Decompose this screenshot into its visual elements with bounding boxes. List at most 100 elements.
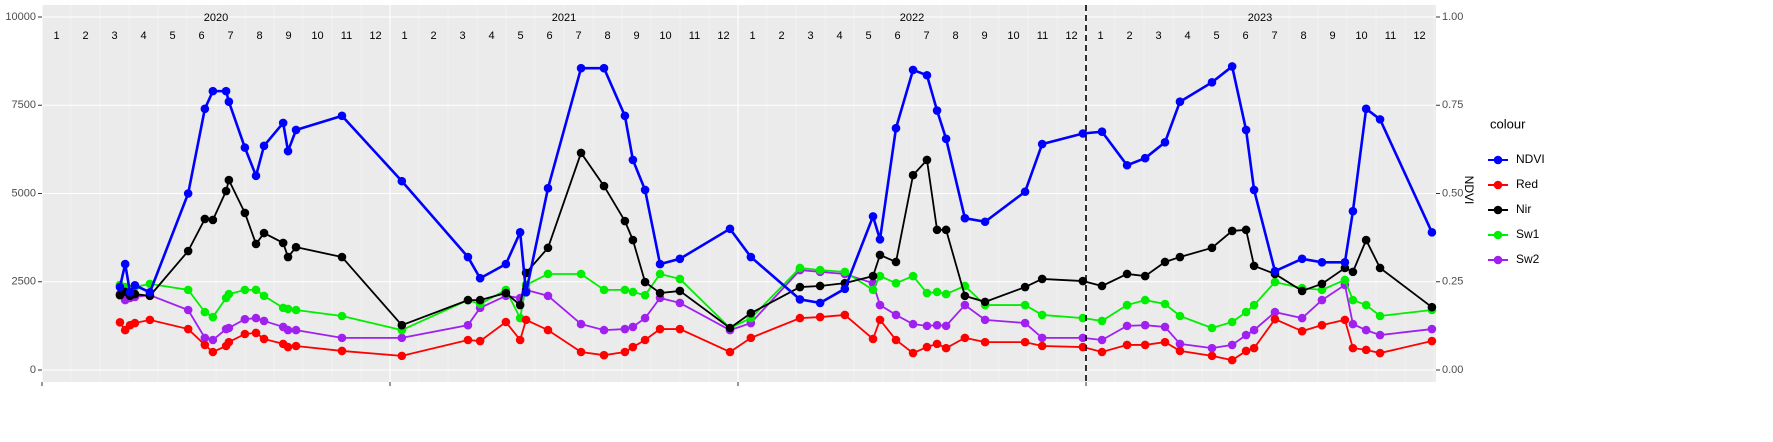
point [908, 319, 918, 329]
point [1078, 129, 1088, 138]
point [908, 170, 918, 180]
point [599, 181, 609, 191]
point [283, 325, 293, 335]
point [628, 235, 638, 245]
point [337, 346, 347, 356]
point [815, 312, 825, 322]
point [543, 243, 553, 253]
point [980, 297, 990, 307]
point [620, 285, 630, 295]
month-label: 9 [981, 30, 987, 42]
point [397, 333, 407, 343]
month-label: 7 [923, 30, 929, 42]
point [291, 325, 301, 335]
point [1207, 343, 1217, 353]
point [183, 246, 193, 256]
point [815, 281, 825, 291]
month-label: 4 [488, 30, 494, 42]
point [1097, 347, 1107, 357]
point [868, 285, 878, 295]
point [675, 286, 685, 296]
point [620, 111, 630, 121]
point [1097, 335, 1107, 345]
y-tick-label: 5000 [12, 187, 36, 199]
point [251, 239, 261, 249]
point [1037, 274, 1047, 284]
point [599, 350, 609, 360]
point [628, 155, 638, 165]
point [891, 278, 901, 288]
point [1122, 269, 1132, 279]
point [543, 269, 553, 279]
point [1348, 295, 1358, 305]
month-label: 1 [53, 30, 59, 42]
month-label: 8 [604, 30, 610, 42]
point [891, 123, 901, 133]
month-label: 4 [140, 30, 146, 42]
year-label: 2020 [204, 12, 228, 24]
month-label: 10 [1355, 30, 1367, 42]
point [1160, 337, 1170, 347]
point [576, 347, 586, 357]
point [145, 315, 155, 325]
point [1241, 346, 1251, 356]
legend-dot [1493, 230, 1503, 240]
point [932, 320, 942, 330]
point [1122, 160, 1132, 170]
point [599, 325, 609, 335]
point [115, 318, 125, 327]
month-label: 6 [1242, 30, 1248, 42]
point [1020, 187, 1030, 197]
point [1207, 351, 1217, 361]
month-label: 5 [169, 30, 175, 42]
point [875, 300, 885, 310]
point [1375, 311, 1385, 321]
point [224, 337, 234, 347]
point [960, 213, 970, 223]
point [576, 269, 586, 279]
point [655, 324, 665, 334]
month-label: 1 [401, 30, 407, 42]
point [130, 318, 140, 328]
point [1140, 295, 1150, 305]
point [1361, 104, 1371, 114]
point [960, 300, 970, 310]
point [251, 285, 261, 295]
point [941, 289, 951, 299]
y-tick-label: 2500 [12, 276, 36, 288]
point [278, 238, 288, 248]
point [1078, 342, 1088, 352]
point [628, 322, 638, 332]
point [675, 254, 685, 264]
month-label: 9 [285, 30, 291, 42]
point [1241, 225, 1251, 235]
month-label: 7 [227, 30, 233, 42]
point [224, 175, 234, 185]
point [1122, 340, 1132, 350]
point [337, 311, 347, 321]
point [183, 285, 193, 295]
point [515, 228, 525, 237]
point [543, 183, 553, 193]
point [221, 186, 231, 196]
legend-dot [1493, 205, 1503, 215]
point [1270, 277, 1280, 287]
point [200, 104, 210, 114]
point [620, 324, 630, 334]
point [475, 336, 485, 346]
month-label: 8 [256, 30, 262, 42]
point [620, 216, 630, 226]
legend-dot [1493, 255, 1503, 265]
point [463, 295, 473, 305]
point [1207, 323, 1217, 333]
point [501, 317, 511, 327]
point [1317, 258, 1327, 267]
point [1317, 295, 1327, 305]
point [240, 314, 250, 324]
point [908, 271, 918, 281]
point [1317, 320, 1327, 330]
month-label: 11 [1385, 30, 1396, 42]
point [1361, 325, 1371, 335]
point [397, 176, 407, 186]
point [840, 267, 850, 277]
